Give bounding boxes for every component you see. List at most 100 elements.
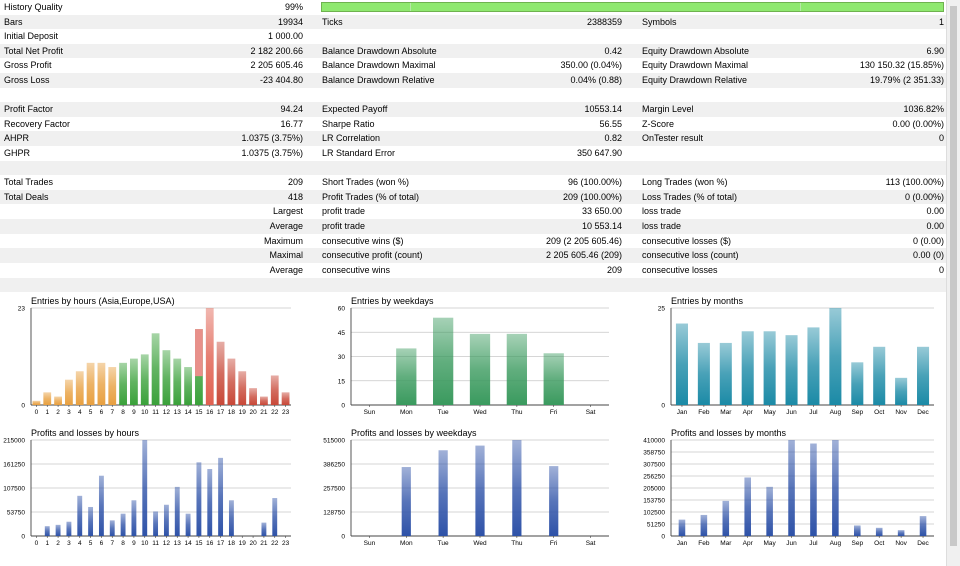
x-tick-label: 1 [45, 409, 49, 416]
chart-title: Entries by weekdays [351, 296, 434, 306]
x-tick-label: 21 [260, 540, 268, 547]
stat-value: 0.82 [604, 133, 622, 144]
scrollbar-thumb[interactable] [950, 6, 957, 546]
x-tick-label: 22 [271, 409, 279, 416]
bar [207, 469, 213, 536]
bar [108, 367, 117, 405]
stat-label: Balance Drawdown Relative [322, 75, 435, 85]
bar [895, 377, 908, 405]
bar [763, 331, 776, 405]
x-tick-label: Jul [809, 409, 818, 416]
x-tick-label: 13 [174, 409, 182, 416]
stat-value: Maximal [269, 250, 303, 261]
x-tick-label: 7 [110, 540, 114, 547]
stat-label: Recovery Factor [4, 118, 71, 129]
bar [829, 308, 842, 405]
bar [807, 327, 820, 405]
chart-entries-hours: Entries by hours (Asia,Europe,USA) 0 23 0 1 2… [18, 296, 291, 416]
stat-label: profit trade [322, 206, 366, 217]
x-tick-label: Oct [874, 540, 884, 547]
y-tick-label: 386250 [323, 462, 345, 469]
x-tick-label: 3 [67, 409, 71, 416]
x-tick-label: Mar [720, 409, 732, 416]
x-tick-label: Wed [473, 540, 487, 547]
stat-label: consecutive wins ($) [322, 235, 404, 246]
stats-row: Average consecutive wins 209 consecutive lo… [0, 263, 946, 278]
y-tick-label: 205000 [643, 486, 665, 493]
stat-label: AHPR [4, 133, 30, 144]
bar [873, 346, 886, 405]
stat-value: 350 647.90 [576, 148, 622, 158]
bar [766, 486, 773, 536]
stat-label: Equity Drawdown Absolute [642, 45, 750, 56]
x-tick-label: Dec [917, 540, 929, 547]
bar [897, 530, 905, 536]
x-tick-label: Oct [874, 409, 884, 416]
x-tick-label: 14 [184, 409, 192, 416]
y-tick-label: 215000 [3, 438, 25, 445]
x-tick-label: Feb [698, 540, 710, 547]
vertical-scrollbar[interactable] [946, 0, 960, 566]
x-tick-label: 17 [217, 540, 225, 547]
stat-value: 0.04% (0.88) [570, 75, 622, 85]
stat-label: loss trade [642, 206, 682, 217]
stat-value: 10553.14 [584, 104, 622, 115]
x-tick-label: 2 [56, 409, 60, 416]
bar [785, 335, 798, 405]
chart-plot: 0 51250 102500 153750 205000 256250 307500 3587… [643, 438, 934, 547]
x-tick-label: 5 [89, 409, 93, 416]
y-tick-label: 0 [341, 403, 345, 410]
x-tick-label: 20 [249, 409, 257, 416]
bar-overlay [195, 329, 203, 377]
stat-label: Total Deals [4, 191, 49, 202]
stat-label: Equity Drawdown Maximal [642, 60, 749, 71]
stat-value: 209 (100.00%) [562, 191, 622, 202]
x-tick-label: 11 [152, 409, 159, 416]
bar [270, 375, 279, 405]
bar [851, 362, 864, 405]
x-tick-label: Mon [400, 409, 413, 416]
x-tick-label: 23 [282, 540, 290, 547]
stat-value: Largest [272, 206, 303, 217]
x-tick-label: 16 [206, 540, 214, 547]
bar [109, 520, 115, 536]
x-tick-label: Fri [550, 409, 558, 416]
y-tick-label: 0 [661, 534, 665, 541]
history-quality-row: History Quality 99% [0, 0, 946, 15]
y-tick-label: 256250 [643, 474, 665, 481]
bar [205, 308, 214, 405]
stat-label: LR Correlation [322, 133, 381, 144]
x-tick-label: Feb [698, 409, 710, 416]
stat-label: Sharpe Ratio [322, 118, 375, 129]
chart-plot: 0 25 Jan Feb Mar Apr May Jun Jul Aug Sep Oct Nov Dec [658, 306, 934, 416]
y-tick-label: 257500 [323, 486, 345, 493]
bar [854, 525, 861, 536]
x-tick-label: Aug [830, 409, 842, 416]
bar [151, 333, 160, 405]
bar [744, 477, 751, 536]
stat-value: 350.00 (0.04%) [560, 60, 622, 71]
bar [261, 522, 267, 536]
stats-row: Average profit trade 10 553.14 loss trade 0.… [0, 219, 946, 234]
bar [238, 371, 247, 405]
y-tick-label: 515000 [323, 438, 345, 445]
bar [131, 500, 137, 536]
x-tick-label: May [763, 540, 776, 547]
bar [66, 521, 72, 536]
bar [227, 358, 236, 405]
stats-row: Bars 19934 Ticks 2388359 Symbols 1 [0, 14, 946, 30]
stat-value: 2 205 605.46 (209) [545, 250, 622, 261]
y-tick-label: 307500 [643, 462, 665, 469]
bar [44, 526, 50, 536]
stat-label: Symbols [642, 16, 677, 27]
stats-row: GHPR 1.0375 (3.75%) LR Standard Error 350 6… [0, 146, 946, 161]
chart-plot: 0 128750 257500 386250 515000 Sun Mon Tue Wed Thu… [323, 438, 609, 547]
y-tick-label: 0 [341, 534, 345, 541]
stat-value: 10 553.14 [581, 221, 622, 231]
stat-value: Maximum [263, 235, 303, 246]
bar [196, 462, 202, 536]
x-tick-label: 16 [206, 409, 214, 416]
history-quality-label: History Quality [4, 2, 63, 12]
x-tick-label: Sun [364, 540, 376, 547]
